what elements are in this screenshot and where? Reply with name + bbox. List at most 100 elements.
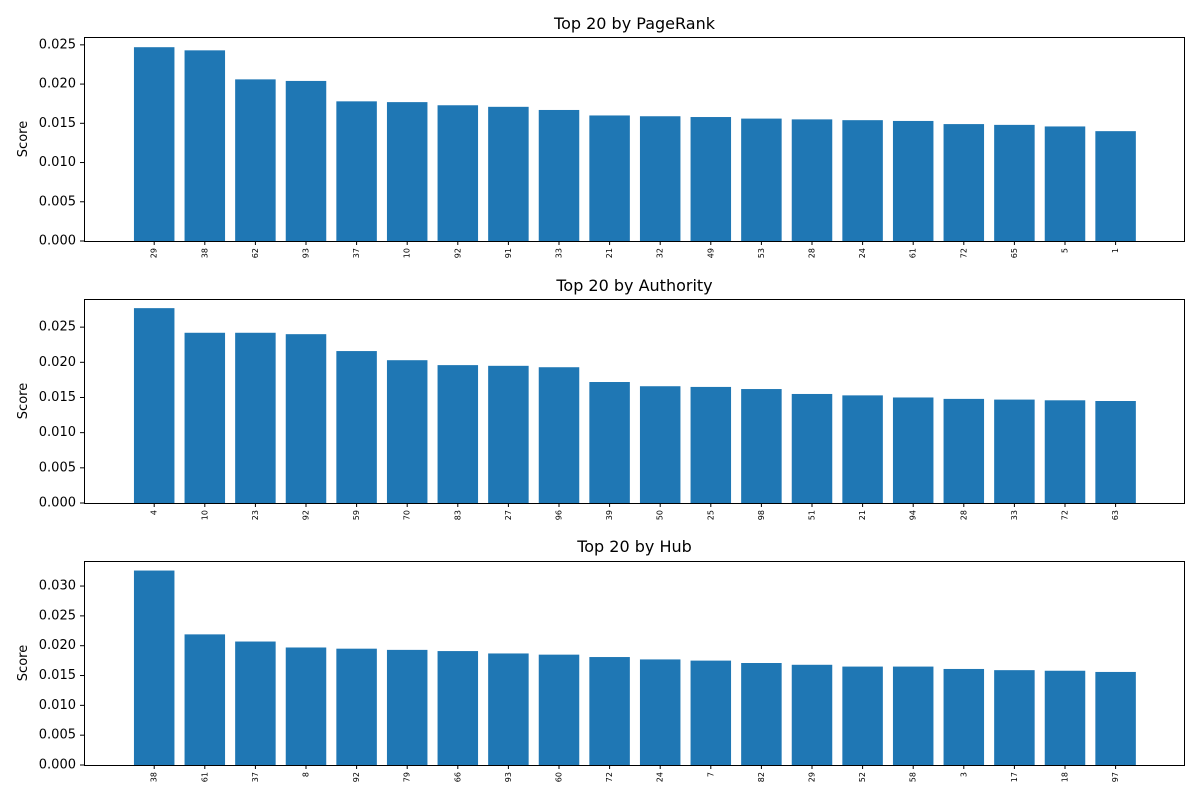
bar — [791, 664, 833, 765]
bar — [184, 332, 226, 503]
bar — [488, 106, 529, 241]
y-tick-label: 0.010 — [39, 698, 76, 713]
bar — [639, 659, 681, 765]
bar — [892, 120, 934, 241]
x-tick-label: 52 — [858, 772, 867, 782]
x-tick-label: 60 — [555, 772, 564, 782]
y-tick-label: 0.020 — [39, 77, 76, 92]
x-tick-label: 25 — [706, 510, 715, 520]
bar — [538, 109, 580, 241]
bar — [285, 647, 327, 765]
y-tick-label: 0.000 — [39, 234, 76, 249]
x-tick-label: 23 — [251, 510, 260, 520]
bar — [994, 399, 1035, 503]
bar — [1095, 671, 1136, 765]
y-tick-label: 0.000 — [39, 758, 76, 773]
x-tick-label: 33 — [555, 248, 564, 258]
bar — [943, 398, 985, 503]
plot-frame — [84, 561, 1185, 766]
x-tick-label: 92 — [453, 248, 462, 258]
bar — [184, 634, 226, 765]
bar — [994, 124, 1035, 241]
y-tick-label: 0.000 — [39, 496, 76, 511]
x-tick-label: 39 — [605, 510, 614, 520]
y-tick-label: 0.030 — [39, 579, 76, 594]
x-tick-label: 5 — [1061, 248, 1070, 253]
panel-hub: Top 20 by Hub Score 0.000 0.005 0.010 0.015… — [16, 537, 1185, 782]
plot-frame — [84, 299, 1185, 504]
bar — [285, 80, 327, 241]
x-tick-label: 24 — [858, 248, 867, 258]
x-tick-label: 37 — [251, 772, 260, 782]
bar — [538, 654, 580, 765]
bar — [386, 360, 428, 503]
bar — [943, 668, 985, 765]
x-tick-label: 33 — [1010, 510, 1019, 520]
x-tick-label: 62 — [251, 248, 260, 258]
y-tick-label: 0.010 — [39, 155, 76, 170]
y-tick-label: 0.010 — [39, 425, 76, 440]
bars-group — [133, 570, 1136, 765]
x-tick-label: 72 — [605, 772, 614, 782]
y-tick-label: 0.020 — [39, 355, 76, 370]
bar — [994, 670, 1035, 765]
x-tick-label: 28 — [808, 248, 817, 258]
x-tick-label: 21 — [605, 248, 614, 258]
y-tick-label: 0.025 — [39, 608, 76, 623]
x-tick-label: 3 — [959, 772, 968, 777]
x-tick-label: 18 — [1061, 772, 1070, 782]
y-tick-label: 0.015 — [39, 668, 76, 683]
x-tick-label: 92 — [302, 510, 311, 520]
bar — [386, 649, 428, 765]
bar — [741, 663, 782, 765]
bar — [235, 79, 276, 242]
x-tick-label: 65 — [1010, 248, 1019, 258]
bar — [639, 116, 681, 241]
x-tick-label: 49 — [706, 248, 715, 258]
x-tick-label: 96 — [555, 510, 564, 520]
bar — [538, 367, 580, 503]
x-ticks-group: 4 10 23 92 59 70 83 27 96 39 50 25 98 51 21 94 28 33 72 63 — [150, 503, 1120, 520]
bar — [336, 101, 377, 241]
x-tick-label: 38 — [200, 248, 209, 258]
bar — [589, 657, 630, 765]
x-ticks-group: 29 38 62 93 37 10 92 91 33 21 32 49 53 28 24 61 72 65 5 1 — [150, 241, 1120, 258]
x-tick-label: 29 — [808, 772, 817, 782]
bar — [892, 397, 934, 503]
panel-pagerank: Top 20 by PageRank Score 0.000 0.005 0.010… — [16, 14, 1185, 258]
x-tick-label: 63 — [1111, 510, 1120, 520]
bar — [336, 648, 377, 765]
bar — [842, 395, 883, 503]
x-tick-label: 61 — [909, 248, 918, 258]
x-tick-label: 50 — [656, 510, 665, 520]
bar — [791, 393, 833, 503]
x-tick-label: 93 — [302, 248, 311, 258]
bar — [791, 119, 833, 241]
bar — [235, 332, 276, 503]
y-ticks-group: 0.000 0.005 0.010 0.015 0.020 0.025 — [39, 320, 84, 511]
panel-authority: Top 20 by Authority Score 0.000 0.005 0.01… — [16, 276, 1185, 520]
bar — [1095, 401, 1136, 503]
x-tick-label: 66 — [453, 772, 462, 782]
bar — [235, 641, 276, 765]
y-tick-label: 0.005 — [39, 194, 76, 209]
bar — [1044, 670, 1086, 765]
bar — [386, 102, 428, 242]
bar — [488, 365, 529, 503]
x-tick-label: 79 — [403, 772, 412, 782]
y-ticks-group: 0.000 0.005 0.010 0.015 0.020 0.025 0.030 — [39, 579, 84, 773]
bar — [1044, 400, 1086, 503]
x-tick-label: 27 — [504, 510, 513, 520]
x-tick-label: 32 — [656, 248, 665, 258]
bar — [589, 382, 630, 503]
bar — [184, 50, 226, 242]
x-tick-label: 94 — [909, 510, 918, 520]
y-tick-label: 0.015 — [39, 390, 76, 405]
bar — [437, 105, 479, 241]
bars-group — [133, 308, 1136, 503]
bar — [1095, 131, 1136, 241]
bar — [842, 666, 883, 765]
chart-title: Top 20 by Authority — [555, 276, 712, 295]
x-tick-label: 72 — [1061, 510, 1070, 520]
x-tick-label: 29 — [150, 248, 159, 258]
